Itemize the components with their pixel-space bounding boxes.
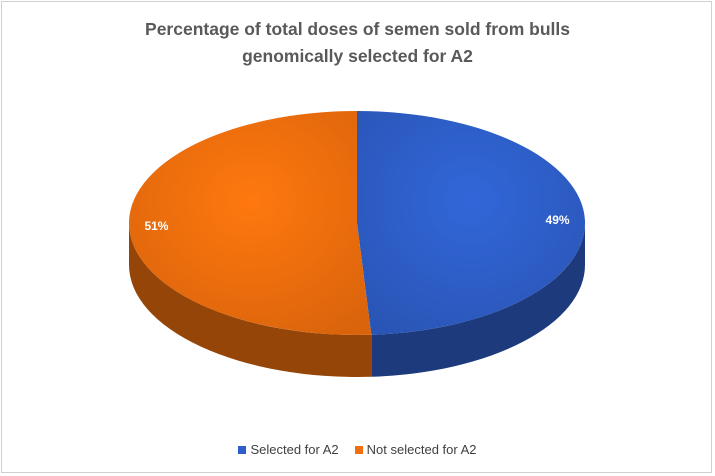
legend-item-not-selected: Not selected for A2 (354, 442, 477, 457)
data-label-not-selected: 51% (144, 219, 168, 233)
legend-label-selected: Selected for A2 (250, 442, 339, 457)
pie-side-selected (371, 223, 585, 377)
legend-label-not-selected: Not selected for A2 (366, 442, 477, 457)
chart-title-line-1: Percentage of total doses of semen sold … (145, 19, 570, 39)
legend-swatch-selected (238, 445, 247, 454)
legend-swatch-not-selected (354, 445, 363, 454)
pie-slice-selected (357, 111, 586, 335)
legend-item-selected: Selected for A2 (238, 442, 339, 457)
pie-slice-not-selected (129, 111, 372, 335)
chart-title: Percentage of total doses of semen sold … (2, 16, 713, 70)
legend: Selected for A2 Not selected for A2 (2, 442, 713, 457)
pie-side-not-selected (129, 223, 372, 377)
data-label-selected: 49% (546, 213, 570, 227)
chart-title-line-2: genomically selected for A2 (242, 46, 473, 66)
